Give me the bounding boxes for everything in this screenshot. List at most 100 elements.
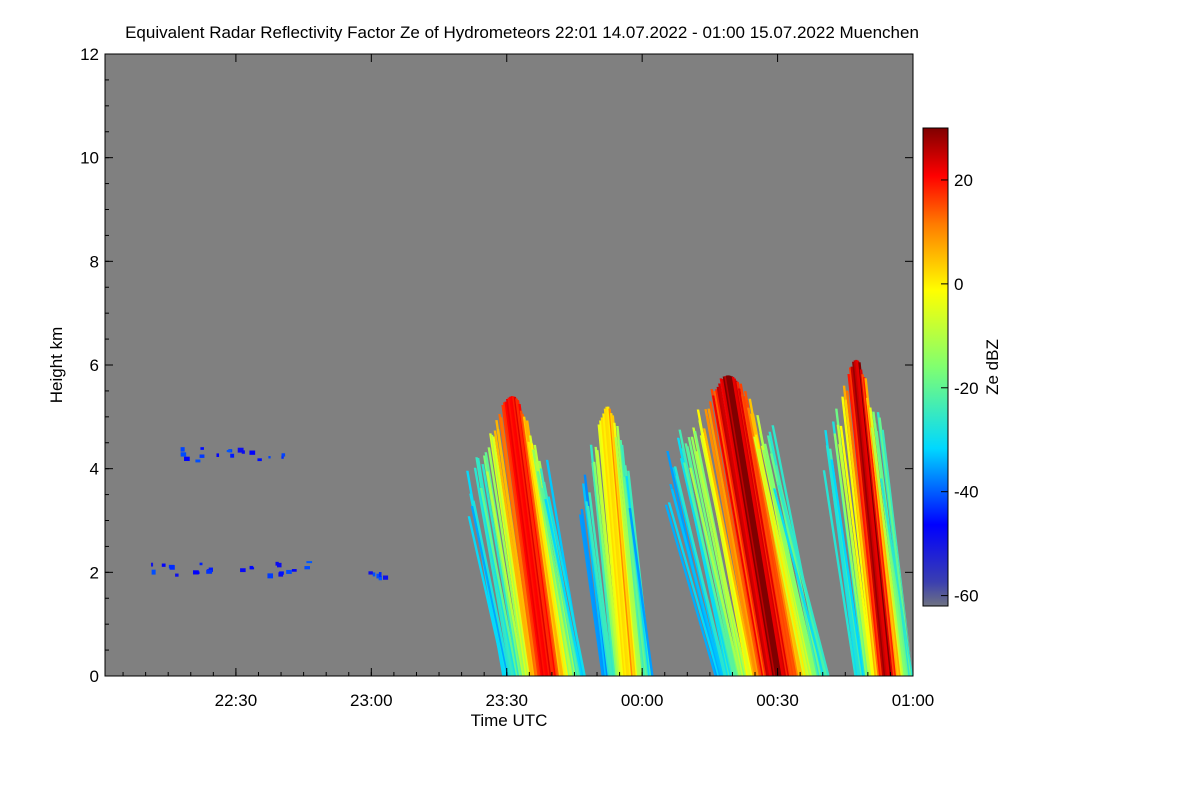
echo-speck <box>304 566 310 570</box>
colorbar-tick-label: 20 <box>954 171 973 190</box>
echo-speck <box>277 562 282 568</box>
echo-speck <box>268 456 271 459</box>
echo-speck <box>376 573 381 579</box>
reflectivity-strip <box>592 461 618 676</box>
reflectivity-strip <box>628 508 654 676</box>
reflectivity-strip <box>596 450 622 676</box>
y-axis: 0 2 4 6 8 10 12 <box>80 45 913 686</box>
echo-speck <box>249 565 254 570</box>
echo-layer <box>368 571 389 581</box>
echo-speck <box>378 572 382 578</box>
x-axis: 22:30 23:00 23:30 00:00 00:30 01:00 <box>122 54 934 710</box>
echo-speck <box>184 456 190 462</box>
reflectivity-strip <box>467 516 507 676</box>
reflectivity-strip <box>670 489 723 676</box>
echo-speck <box>161 563 166 567</box>
reflectivity-strip <box>773 488 826 676</box>
x-tick-label: 00:30 <box>756 691 799 710</box>
echo-speck <box>372 572 376 577</box>
reflectivity-strip <box>588 492 614 676</box>
y-tick-label: 2 <box>90 563 99 582</box>
reflectivity-strip <box>496 429 536 676</box>
echo-speck <box>267 573 274 579</box>
reflectivity-cluster <box>578 406 654 676</box>
echo-speck <box>279 571 284 575</box>
reflectivity-strip <box>541 487 580 676</box>
colorbar-label: Ze dBZ <box>983 339 1002 395</box>
plot-area <box>104 53 914 677</box>
reflectivity-strip <box>822 470 857 676</box>
reflectivity-strip <box>689 467 742 676</box>
x-tick-label: 23:30 <box>485 691 528 710</box>
echo-speck <box>200 447 204 450</box>
reflectivity-strip <box>870 427 905 676</box>
reflectivity-strip <box>481 464 520 676</box>
reflectivity-strip <box>486 471 525 676</box>
echo-layer <box>150 561 313 579</box>
reflectivity-strip <box>757 448 810 676</box>
reflectivity-strip <box>833 433 868 676</box>
y-axis-label: Height km <box>47 327 66 404</box>
reflectivity-strip <box>487 447 527 676</box>
reflectivity-strip <box>777 485 830 676</box>
chart-title: Equivalent Radar Reflectivity Factor Ze … <box>125 23 919 42</box>
colorbar-ticks: 20 0 -20 -40 -60 <box>941 171 979 606</box>
reflectivity-strip <box>675 475 728 676</box>
echo-speck <box>180 452 187 457</box>
echo-speck <box>281 455 284 459</box>
echo-speck <box>368 571 373 575</box>
x-tick-label: 22:30 <box>215 691 258 710</box>
reflectivity-strip <box>479 488 519 676</box>
x-tick-label: 23:00 <box>350 691 393 710</box>
reflectivity-strip <box>765 458 818 676</box>
x-axis-label: Time UTC <box>471 711 548 730</box>
reflectivity-strip <box>839 425 874 676</box>
echo-speck <box>206 569 213 574</box>
reflectivity-strip <box>702 428 755 676</box>
reflectivity-strip <box>705 415 758 676</box>
echo-speck <box>226 449 232 453</box>
reflectivity-strip <box>586 505 612 676</box>
colorbar-tick-label: -60 <box>954 587 979 606</box>
reflectivity-strip <box>695 451 748 676</box>
y-tick-label: 10 <box>80 149 99 168</box>
reflectivity-cluster <box>466 396 586 676</box>
reflectivity-strip <box>878 417 913 676</box>
echo-speck <box>208 567 213 572</box>
reflectivity-strip <box>707 408 760 676</box>
reflectivity-strip <box>472 500 511 676</box>
reflectivity-strip <box>762 449 815 676</box>
reflectivity-strip <box>499 417 539 676</box>
reflectivity-strip <box>667 502 720 676</box>
colorbar-tick-label: -40 <box>954 483 979 502</box>
reflectivity-strip <box>614 437 640 676</box>
echo-speck <box>291 569 297 572</box>
reflectivity-strip <box>493 430 533 676</box>
echo-speck <box>382 575 389 580</box>
echo-speck <box>230 453 235 458</box>
reflectivity-strip <box>747 407 800 676</box>
colorbar-gradient <box>922 127 949 607</box>
echo-speck <box>216 453 220 458</box>
reflectivity-strip <box>708 401 762 676</box>
echo-speck <box>199 562 203 566</box>
colorbar-tick-label: 0 <box>954 275 963 294</box>
echo-speck <box>378 576 383 581</box>
reflectivity-strip <box>690 436 743 676</box>
reflectivity-strip <box>881 429 913 676</box>
reflectivity-strip <box>664 504 717 676</box>
echo-speck <box>195 459 201 463</box>
echo-speck <box>175 573 179 577</box>
y-tick-label: 4 <box>90 460 99 479</box>
reflectivity-strip <box>879 478 913 676</box>
echo-speck <box>151 569 156 575</box>
reflectivity-cluster <box>822 359 913 676</box>
echo-speck <box>306 561 313 564</box>
y-tick-label: 0 <box>90 667 99 686</box>
reflectivity-strip <box>841 396 876 676</box>
reflectivity-strip <box>683 462 736 676</box>
echo-speck <box>180 447 185 452</box>
y-tick-label: 12 <box>80 45 99 64</box>
echo-speck <box>150 562 154 567</box>
